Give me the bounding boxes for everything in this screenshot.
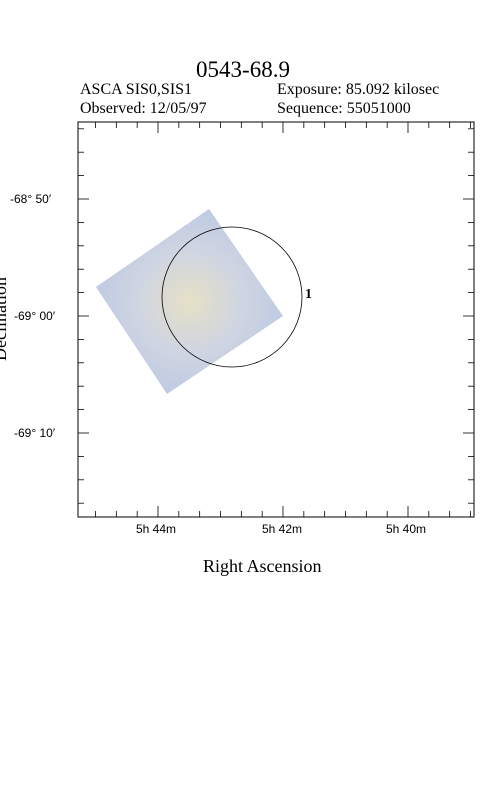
y-axis-title: Declination [0,277,10,361]
y-tick-label-3: -69° 10′ [14,426,56,440]
x-tick-label-2: 5h 42m [262,522,303,536]
sequence-label: Sequence: 55051000 [277,100,411,117]
y-tick-label-2: -69° 00′ [14,309,56,323]
x-axis-ticks [95,122,471,517]
x-axis-title: Right Ascension [203,556,322,576]
y-tick-label-1: -68° 50′ [10,192,52,206]
x-tick-label-3: 5h 40m [386,522,427,536]
figure-title: 0543-68.9 [196,57,290,82]
x-tick-label-1: 5h 44m [136,522,177,536]
source-marker: 1 [305,287,312,302]
exposure-image [96,209,283,394]
source-extraction-circle [161,226,303,368]
instrument-label: ASCA SIS0,SIS1 [80,81,193,98]
observed-label: Observed: 12/05/97 [80,100,207,117]
exposure-label: Exposure: 85.092 kilosec [277,81,440,98]
plot-frame [77,121,475,518]
y-axis-ticks [78,128,474,504]
